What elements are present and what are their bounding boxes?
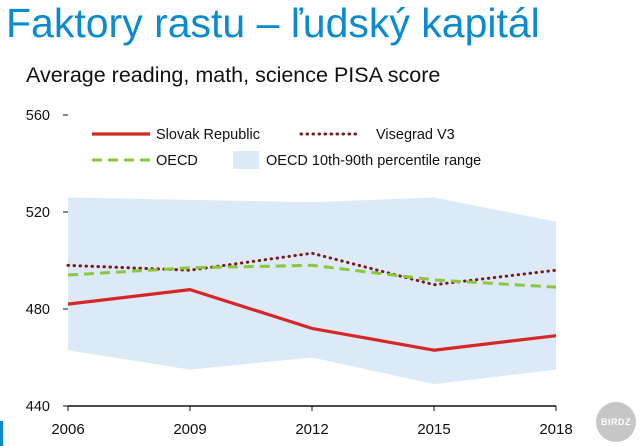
left-accent-bar [0, 421, 3, 446]
x-tick-label: 2015 [417, 421, 450, 438]
y-tick-label: 480 [26, 302, 50, 318]
percentile-band-layer [68, 197, 556, 385]
series-layer [66, 251, 558, 352]
chart-title: Average reading, math, science PISA scor… [26, 63, 441, 87]
legend-label: OECD 10th-90th percentile range [266, 153, 481, 169]
legend-label: OECD [156, 153, 198, 169]
legend-label: Slovak Republic [156, 127, 260, 143]
legend-swatch [233, 151, 259, 169]
legend-label: Visegrad V3 [376, 127, 455, 143]
watermark-logo: BIRDZ [596, 402, 636, 442]
y-tick-label: 520 [26, 205, 50, 221]
y-tick-label: 560 [26, 108, 50, 124]
x-tick-label: 2018 [539, 421, 572, 438]
x-tick-label: 2009 [173, 421, 206, 438]
x-tick-label: 2012 [295, 421, 328, 438]
axes-layer: 440 480 520 560 2006 2009 2012 2015 2018 [26, 108, 573, 438]
y-tick-label: 440 [26, 399, 50, 415]
legend: Slovak Republic Visegrad V3 OECD OECD 10th-… [92, 127, 481, 169]
percentile-band [68, 197, 556, 385]
slide-title: Faktory rastu – ľudský kapitál [6, 0, 540, 46]
x-tick-label: 2006 [51, 421, 84, 438]
